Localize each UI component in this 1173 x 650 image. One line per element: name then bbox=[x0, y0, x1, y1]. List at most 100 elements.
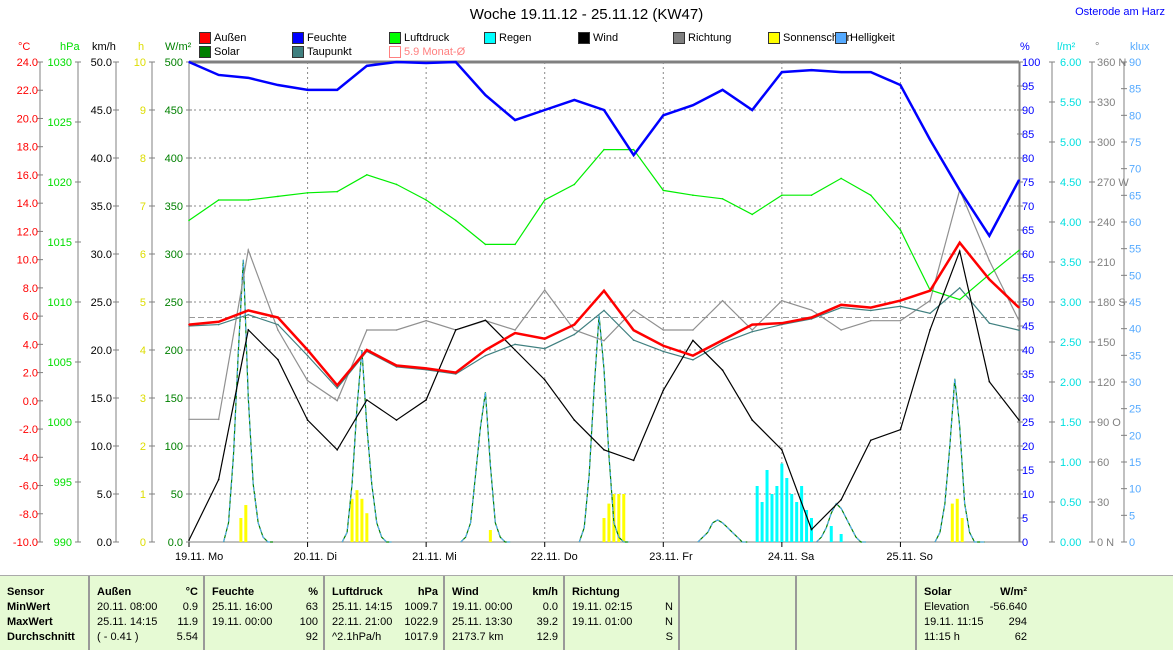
table-header-header: Außen bbox=[97, 586, 132, 598]
table-row bbox=[804, 600, 910, 615]
x-tick-day: Mo bbox=[208, 551, 223, 563]
axis-tick-label-pressure: 990 bbox=[54, 537, 72, 549]
axis-tick-label-sunshine: 6 bbox=[140, 249, 146, 261]
data-point-temp bbox=[810, 316, 813, 319]
table-cell: 294 bbox=[1008, 616, 1027, 628]
axis-tick-label-brightness: 30 bbox=[1129, 377, 1141, 389]
table-row: 25.11. 13:30 39.2 bbox=[452, 615, 558, 630]
data-point-temp bbox=[721, 339, 724, 341]
axis-tick-label-humidity: 45 bbox=[1022, 321, 1034, 333]
data-point-temp bbox=[514, 343, 516, 346]
axis-tick-label-direction: 270 W bbox=[1097, 177, 1129, 189]
data-point-direction bbox=[632, 309, 635, 311]
data-point-wind bbox=[425, 399, 427, 401]
table-row: 19.11. 01:00 N bbox=[572, 615, 673, 630]
axis-tick-label-temp: 12.0 bbox=[17, 226, 38, 238]
legend-item: Helligkeit bbox=[835, 32, 895, 44]
rain-bar bbox=[765, 470, 769, 542]
table-header: Sensor bbox=[7, 585, 83, 600]
data-point-humidity bbox=[632, 154, 635, 156]
x-tick-day: Fr bbox=[682, 551, 693, 563]
axis-tick-label-temp: -6.0 bbox=[19, 481, 38, 493]
axis-tick-label-direction: 300 bbox=[1097, 137, 1115, 149]
axis-tick-label-humidity: 10 bbox=[1022, 489, 1034, 501]
axis-tick-label-sunshine: 4 bbox=[140, 345, 146, 357]
axis-tick-label-sunshine: 8 bbox=[140, 153, 146, 165]
table-column: Sensor MinWert MaxWert Durchschnitt bbox=[0, 576, 88, 650]
table-header-unit: °C bbox=[185, 586, 198, 598]
table-cell: 62 bbox=[1014, 631, 1027, 643]
table-row: Elevation -56.640 bbox=[924, 600, 1027, 615]
table-cell: 0.9 bbox=[182, 601, 198, 613]
rain-bar bbox=[829, 526, 833, 542]
axis-tick-label-brightness: 65 bbox=[1129, 190, 1141, 202]
data-point-temp bbox=[958, 241, 961, 244]
table-row: 25.11. 14:15 11.9 bbox=[97, 615, 198, 630]
axis-tick-label-brightness: 60 bbox=[1129, 217, 1141, 229]
axis-tick-label-brightness: 50 bbox=[1129, 270, 1141, 282]
table-row: 11:15 h 62 bbox=[924, 630, 1027, 645]
brightness-line bbox=[697, 519, 748, 543]
x-tick-label: 20.11. bbox=[294, 551, 324, 563]
table-cell: 25.11. 13:30 bbox=[452, 616, 513, 628]
data-point-humidity bbox=[306, 89, 309, 91]
data-point-direction bbox=[395, 329, 398, 331]
data-point-temp bbox=[484, 349, 487, 351]
axis-tick-label-brightness: 45 bbox=[1129, 297, 1141, 309]
data-point-wind bbox=[247, 329, 250, 331]
axis-tick-label-direction: 240 bbox=[1097, 217, 1115, 229]
axis-tick-label-direction: 180 S bbox=[1097, 297, 1126, 309]
axis-tick-label-pressure: 1020 bbox=[48, 177, 72, 189]
data-point-humidity bbox=[662, 114, 665, 117]
axis-tick-label-temp: 8.0 bbox=[23, 283, 38, 295]
table-header: Wind km/h bbox=[452, 585, 558, 600]
location-link[interactable]: Osterode am Harz bbox=[1075, 6, 1165, 18]
axis-tick-label-humidity: 65 bbox=[1022, 225, 1034, 237]
data-point-temp bbox=[543, 347, 546, 350]
rain-bar bbox=[839, 534, 843, 542]
table-cell: ( - 0.41 ) bbox=[97, 631, 139, 643]
table-row: 25.11. 16:00 63 bbox=[212, 600, 318, 615]
axis-tick-label-wind: 25.0 bbox=[91, 297, 112, 309]
axis-tick-label-brightness: 25 bbox=[1129, 404, 1141, 416]
axis-tick-label-solar: 500 bbox=[165, 57, 183, 69]
table-cell: S bbox=[665, 631, 673, 643]
data-point-temp bbox=[692, 354, 694, 357]
stats-table: Sensor MinWert MaxWert Durchschnitt Außen °C 2… bbox=[0, 575, 1173, 650]
data-point-humidity bbox=[781, 71, 783, 73]
axis-tick-label-brightness: 5 bbox=[1129, 510, 1135, 522]
data-point-temp bbox=[1018, 306, 1020, 309]
data-point-wind bbox=[662, 389, 665, 392]
table-row: ^2.1hPa/h 1017.9 bbox=[332, 630, 438, 645]
table-column bbox=[678, 576, 795, 650]
brightness-line bbox=[341, 349, 392, 543]
data-point-temp bbox=[306, 349, 309, 351]
axis-tick-label-direction: 0 N bbox=[1097, 537, 1114, 549]
table-cell: 1009.7 bbox=[404, 601, 438, 613]
data-point-wind bbox=[603, 449, 605, 451]
data-point-direction bbox=[573, 329, 576, 331]
data-point-temp bbox=[721, 342, 724, 344]
table-cell: 5.54 bbox=[176, 631, 198, 643]
axis-tick-label-temp: -10.0 bbox=[13, 537, 38, 549]
sunshine-bar bbox=[244, 505, 248, 542]
rain-bar bbox=[785, 478, 789, 542]
data-point-pressure bbox=[514, 243, 516, 246]
x-tick-label: 19.11. bbox=[175, 551, 205, 563]
data-point-wind bbox=[958, 250, 961, 252]
chart-title: Woche 19.11.12 - 25.11.12 (KW47) bbox=[469, 6, 704, 23]
axis-tick-label-humidity: 70 bbox=[1022, 201, 1034, 213]
data-point-temp bbox=[247, 309, 250, 312]
axis-tick-label-rain: 3.50 bbox=[1060, 257, 1081, 269]
axis-tick-label-solar: 300 bbox=[165, 249, 183, 261]
legend-label: Feuchte bbox=[307, 32, 347, 44]
axis-tick-label-brightness: 75 bbox=[1129, 137, 1141, 149]
data-point-temp bbox=[929, 312, 931, 315]
axis-unit-brightness: klux bbox=[1130, 41, 1150, 53]
data-point-pressure bbox=[573, 183, 576, 186]
axis-tick-label-solar: 0.0 bbox=[168, 537, 183, 549]
axis-tick-label-humidity: 55 bbox=[1022, 273, 1034, 285]
rain-bar bbox=[790, 494, 794, 542]
table-header-unit: W/m² bbox=[1000, 586, 1027, 598]
axis-tick-label-rain: 5.00 bbox=[1060, 137, 1081, 149]
